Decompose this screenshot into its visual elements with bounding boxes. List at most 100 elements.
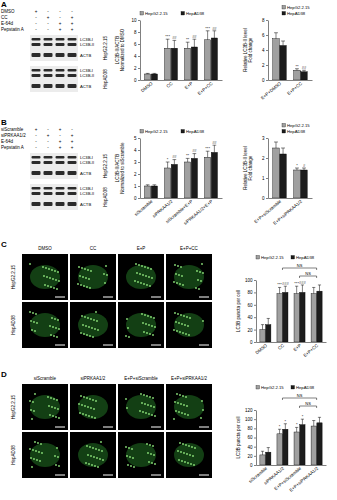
condition-sign: + — [47, 133, 50, 138]
micrograph-puncta — [94, 328, 96, 330]
y-tick-group: 80 — [247, 290, 256, 295]
error-bar — [206, 31, 210, 40]
x-axis: DMSOCCE+PE+P+CC — [254, 342, 326, 358]
micrograph-puncta — [87, 406, 89, 408]
micrograph-puncta — [181, 460, 183, 462]
significance-label: ## — [192, 34, 197, 39]
y-tick-group: 4 — [262, 48, 268, 53]
error-bar — [284, 424, 287, 430]
significance-label: ## — [302, 65, 307, 70]
y-tick-label: 5 — [134, 136, 137, 141]
panel-label: B — [1, 118, 7, 127]
y-tick-label: 0 — [262, 196, 265, 201]
column-label: siPRKAA1/2 — [81, 376, 106, 381]
bar — [191, 47, 197, 80]
micrograph-puncta — [47, 396, 49, 398]
y-tick — [254, 342, 256, 343]
micrograph — [22, 432, 68, 478]
column-label: E+P+siScramble — [124, 376, 158, 381]
micrograph-cell — [78, 265, 108, 289]
y-tick — [254, 419, 256, 420]
y-tick-label: 80 — [247, 290, 253, 295]
micrograph-puncta — [106, 274, 108, 276]
band-label: LC3B-I — [80, 155, 93, 160]
significance-label: NS — [297, 393, 303, 398]
scale-bar — [103, 427, 113, 428]
significance-label: ** — [186, 37, 190, 42]
blot-band — [44, 156, 53, 159]
row-label: HepAD38 — [11, 315, 16, 335]
micrograph-puncta — [77, 283, 79, 285]
significance-label: ### — [299, 280, 306, 285]
micrograph-puncta — [39, 460, 41, 462]
legend-swatch — [291, 256, 295, 260]
micrograph-puncta — [36, 322, 38, 324]
micrograph-puncta — [179, 331, 181, 333]
y-axis: 020406080100120 — [245, 408, 257, 468]
y-tick-group: 80 — [247, 426, 256, 431]
significance-label: *** — [205, 146, 210, 151]
blot-band — [32, 38, 41, 41]
significance-label: * — [296, 163, 298, 168]
legend-label: HepG2.2.15 — [261, 385, 284, 390]
band-label: ACTB — [80, 53, 91, 58]
y-tick-label: 6 — [262, 33, 265, 38]
blot-band — [68, 53, 77, 57]
condition-sign: + — [35, 127, 38, 132]
micrograph-puncta — [36, 459, 38, 461]
x-axis: DMSOCCE+PE+P+CC — [140, 80, 222, 96]
micrograph-puncta — [83, 396, 85, 398]
micrograph-puncta — [149, 333, 151, 335]
micrograph-puncta — [140, 282, 142, 284]
micrograph-puncta — [141, 402, 143, 404]
bar — [300, 425, 305, 465]
micrograph-puncta — [82, 276, 84, 278]
micrograph-puncta — [176, 282, 178, 284]
significance-bracket — [282, 268, 316, 270]
blot-band — [56, 53, 65, 57]
y-tick-label: 3 — [262, 136, 265, 141]
condition-sign: - — [47, 139, 49, 144]
micrograph-frame — [70, 432, 116, 478]
x-tick-label: E+P — [184, 81, 194, 90]
micrograph-puncta — [78, 266, 80, 268]
x-axis: siScramblesiPRKAA1/2siScramble+E+PsiPRKA… — [133, 198, 222, 226]
y-tick-label: 4 — [134, 54, 137, 59]
y-tick-label: 100 — [245, 278, 253, 283]
micrograph-puncta — [35, 450, 37, 452]
micrograph-frame — [166, 254, 212, 300]
panel-label: D — [1, 370, 7, 379]
micrograph — [118, 432, 164, 478]
bar — [301, 170, 307, 198]
bar — [311, 426, 316, 465]
significance-bracket — [300, 276, 317, 278]
micrograph-puncta — [54, 455, 56, 457]
y-tick-label: 20 — [247, 454, 253, 459]
micrograph-puncta — [34, 393, 36, 395]
y-axis-title: LC3B puncta per cell — [236, 290, 241, 332]
band-label: LC3B-I — [80, 186, 93, 191]
micrograph-puncta — [57, 319, 59, 321]
micrograph-puncta — [32, 312, 34, 314]
scale-bar — [103, 475, 113, 476]
bar — [145, 74, 151, 80]
y-tick — [254, 410, 256, 411]
x-tick-group: DMSO — [254, 342, 268, 355]
y-tick — [138, 32, 140, 33]
micrograph-puncta — [202, 272, 204, 274]
y-tick-label: 80 — [247, 426, 253, 431]
scale-bar — [151, 427, 161, 428]
micrograph-puncta — [97, 466, 99, 468]
error-bar — [302, 70, 306, 72]
micrograph-puncta — [183, 315, 185, 317]
blot-band — [32, 74, 41, 77]
condition-sign: - — [71, 9, 73, 14]
micrograph-puncta — [148, 461, 150, 463]
blot-band — [56, 43, 65, 46]
y-tick-label: 0 — [134, 196, 137, 201]
y-tick-label: 120 — [245, 408, 253, 413]
error-bar — [312, 287, 315, 293]
micrograph-puncta — [127, 327, 129, 329]
condition-sign: + — [35, 9, 38, 14]
micrograph-puncta — [55, 279, 57, 281]
